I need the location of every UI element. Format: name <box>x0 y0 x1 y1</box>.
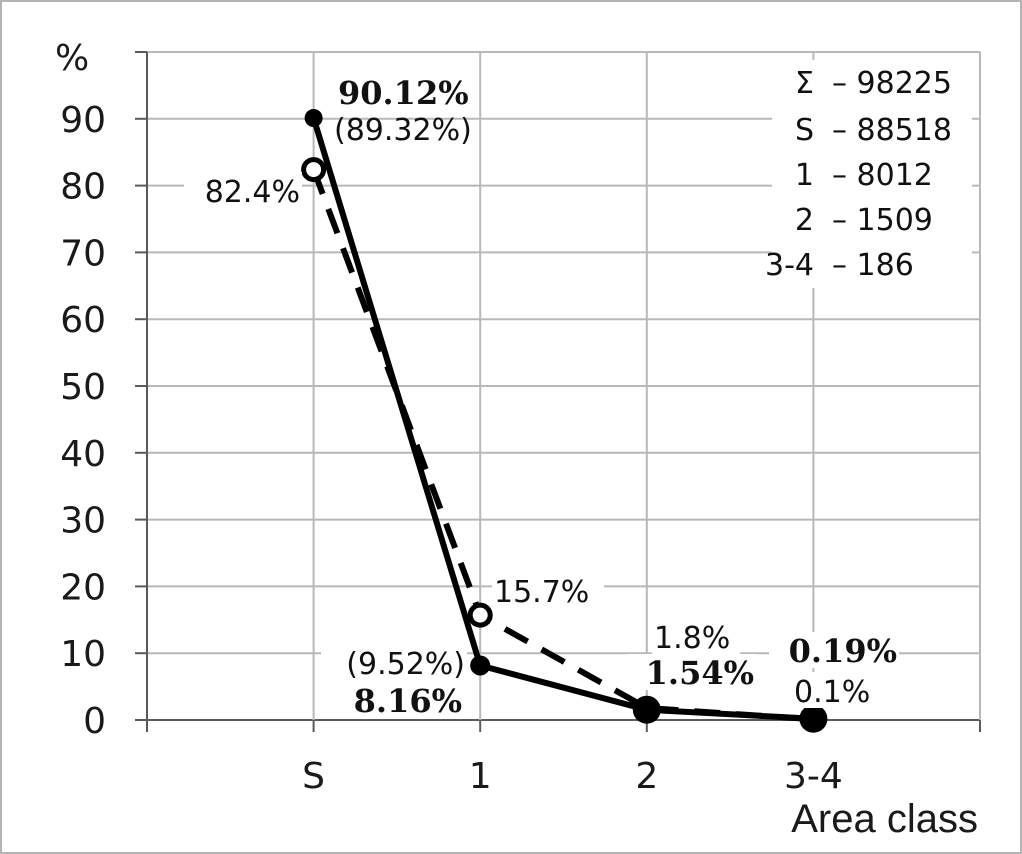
y-axis-title: % <box>55 38 89 79</box>
y-tick-label: 10 <box>60 634 106 675</box>
count-key: 1 <box>795 158 814 193</box>
x-tick-label: 2 <box>635 756 658 797</box>
data-label: 90.12% <box>338 74 469 112</box>
x-tick-label: S <box>302 756 325 797</box>
y-tick-label: 70 <box>60 233 106 274</box>
data-label: 1.54% <box>646 654 754 692</box>
series-point-open <box>470 605 490 625</box>
series <box>304 109 828 733</box>
count-value: – 98225 <box>832 66 952 101</box>
data-label: 0.1% <box>794 675 870 710</box>
count-key: 3-4 <box>765 248 814 283</box>
y-tick-label: 30 <box>60 501 106 542</box>
y-tick-label: 80 <box>60 167 106 208</box>
series-point-open <box>304 160 324 180</box>
data-label-secondary: (89.32%) <box>334 113 472 148</box>
y-tick-label: 60 <box>60 300 106 341</box>
data-label-secondary: (9.52%) <box>346 647 465 682</box>
y-tick-label: 50 <box>60 367 106 408</box>
data-label: 0.19% <box>789 632 897 670</box>
count-key: Σ <box>795 66 814 101</box>
y-tick-label: 90 <box>60 100 106 141</box>
count-value: – 1509 <box>832 203 933 238</box>
y-tick-label: 20 <box>60 567 106 608</box>
count-key: S <box>795 113 814 148</box>
count-key: 2 <box>795 203 814 238</box>
count-value: – 8012 <box>832 158 933 193</box>
data-label: 82.4% <box>205 175 300 210</box>
series-point-filled <box>633 696 661 724</box>
y-tick-label: 0 <box>83 701 106 742</box>
x-tick-label: 1 <box>469 756 492 797</box>
data-label: 8.16% <box>354 682 462 720</box>
y-tick-label: 40 <box>60 434 106 475</box>
x-tick-label: 3-4 <box>784 756 843 797</box>
data-label: 1.8% <box>654 621 730 656</box>
x-axis-title: Area class <box>791 797 978 841</box>
series-point-filled <box>470 655 490 675</box>
count-value: – 88518 <box>832 113 952 148</box>
count-table: Σ – 98225 S – 88518 1 – 8012 2 – 1509 3-4 – 186 <box>765 60 972 288</box>
count-value: – 186 <box>832 248 914 283</box>
series-point-filled <box>305 109 323 127</box>
data-label: 15.7% <box>494 575 589 610</box>
